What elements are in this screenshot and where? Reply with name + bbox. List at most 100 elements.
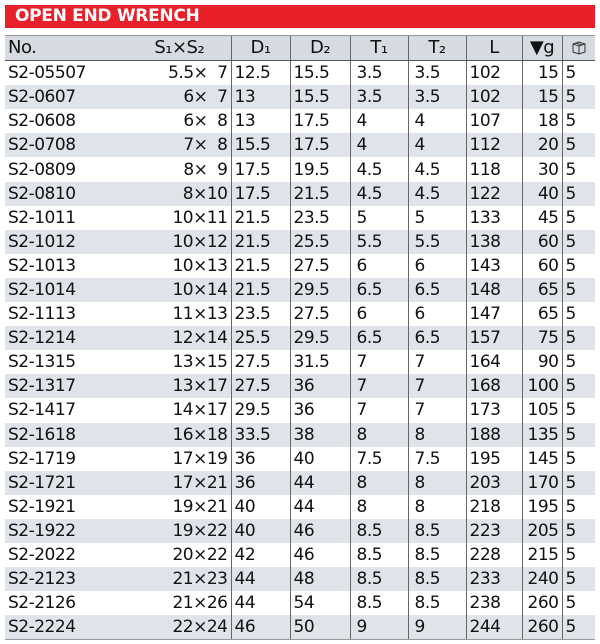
cell-qty: 5 bbox=[561, 253, 595, 278]
cell-no: S2-0708 bbox=[5, 133, 128, 158]
cell-t2: 9 bbox=[407, 615, 466, 641]
table-row: S2-1921 19×21 40 44 8 8 218 195 5 bbox=[5, 494, 595, 519]
cell-t1: 7 bbox=[349, 350, 408, 375]
cell-no: S2-2224 bbox=[5, 615, 128, 641]
cell-size: 22×24 bbox=[128, 615, 231, 641]
cell-no: S2-1417 bbox=[8, 400, 76, 421]
cell-t1: 8.5 bbox=[349, 591, 408, 616]
cell-l: 107 bbox=[465, 109, 522, 134]
cell-size: 8× 9 bbox=[183, 159, 228, 180]
table-row: S2-1618 16×18 33.5 38 8 8 188 135 5 bbox=[5, 422, 595, 447]
cell-no: S2-1922 bbox=[5, 518, 128, 543]
cell-weight: 100 bbox=[521, 374, 562, 399]
cell-qty: 5 bbox=[561, 615, 595, 641]
cell-d2: 25.5 bbox=[289, 229, 350, 254]
cell-qty: 5 bbox=[561, 157, 595, 182]
cell-d2: 15.5 bbox=[289, 85, 350, 110]
cell-t2: 8.5 bbox=[407, 591, 466, 616]
cell-d1: 17.5 bbox=[230, 157, 290, 182]
cell-d1: 12.5 bbox=[230, 60, 290, 86]
cell-l: 118 bbox=[465, 157, 522, 182]
cell-qty: 5 bbox=[561, 567, 595, 592]
table-row: S2-1011 10×11 21.5 23.5 5 5 133 45 5 bbox=[5, 205, 595, 230]
table-row: S2-1317 13×17 27.5 36 7 7 168 100 5 bbox=[5, 374, 595, 399]
cell-qty: 5 bbox=[561, 133, 595, 158]
cell-l: 102 bbox=[465, 60, 522, 86]
cell-size: 8×10 bbox=[128, 181, 231, 206]
cell-size: 5.5× 7 bbox=[168, 63, 228, 84]
cell-t2: 8.5 bbox=[407, 518, 466, 543]
cell-d2: 21.5 bbox=[289, 181, 350, 206]
cell-weight: 18 bbox=[521, 109, 562, 134]
cell-no: S2-0809 bbox=[8, 159, 76, 180]
cell-d2: 31.5 bbox=[289, 350, 350, 375]
cell-d2: 36 bbox=[289, 374, 350, 399]
cell-l: 138 bbox=[465, 229, 522, 254]
cell-t1: 7 bbox=[349, 398, 408, 423]
cell-l: 148 bbox=[465, 277, 522, 303]
cell-t1: 8 bbox=[349, 494, 408, 519]
cell-size: 21×23 bbox=[128, 567, 231, 592]
header-t2: T₂ bbox=[407, 34, 466, 62]
cell-no: S2-1618 bbox=[5, 422, 128, 447]
cell-weight: 65 bbox=[521, 302, 562, 327]
cell-l: 218 bbox=[465, 494, 522, 519]
cell-d1: 15.5 bbox=[230, 133, 290, 158]
cell-size: 10×13 bbox=[172, 255, 228, 276]
cell-t2: 3.5 bbox=[407, 85, 466, 110]
cell-no: S2-1214 bbox=[5, 326, 128, 351]
cell-l: 147 bbox=[465, 302, 522, 327]
cell-no: S2-1317 bbox=[5, 374, 128, 399]
cell-t1: 8 bbox=[349, 422, 408, 447]
cell-qty: 5 bbox=[561, 398, 595, 423]
cell-qty: 5 bbox=[561, 350, 595, 375]
cell-d2: 48 bbox=[289, 567, 350, 592]
cell-no: S2-2022 bbox=[8, 545, 76, 566]
cell-size: 10×11 bbox=[172, 207, 228, 228]
cell-d1: 25.5 bbox=[230, 326, 290, 351]
cell-t2: 8 bbox=[407, 470, 466, 495]
cell-weight: 40 bbox=[521, 181, 562, 206]
cell-t1: 7 bbox=[349, 374, 408, 399]
cell-t1: 8.5 bbox=[349, 542, 408, 568]
cell-t2: 6 bbox=[407, 302, 466, 327]
cell-l: 164 bbox=[465, 350, 522, 375]
cell-no: S2-0810 bbox=[5, 181, 128, 206]
cell-qty: 5 bbox=[561, 446, 595, 471]
cell-t2: 4 bbox=[407, 109, 466, 134]
cell-t1: 5.5 bbox=[349, 229, 408, 254]
cell-d2: 29.5 bbox=[289, 277, 350, 303]
cell-size: 6× 8 bbox=[183, 111, 228, 132]
cell-l: 143 bbox=[465, 253, 522, 278]
header-t1: T₁ bbox=[349, 34, 408, 62]
cell-l: 238 bbox=[465, 591, 522, 616]
cell-l: 228 bbox=[465, 542, 522, 568]
cell-weight: 65 bbox=[521, 277, 562, 303]
spec-table: No. S₁×S₂ D₁ D₂ T₁ T₂ L ▼g S2-05507 5.5× … bbox=[5, 34, 595, 641]
cell-weight: 195 bbox=[521, 494, 562, 519]
cell-qty: 5 bbox=[561, 181, 595, 206]
cell-d1: 36 bbox=[230, 470, 290, 495]
cell-t2: 8.5 bbox=[407, 542, 466, 568]
table-row: S2-2123 21×23 44 48 8.5 8.5 233 240 5 bbox=[5, 567, 595, 592]
cell-d2: 17.5 bbox=[289, 133, 350, 158]
cell-l: 188 bbox=[465, 422, 522, 447]
cell-t1: 6 bbox=[349, 302, 408, 327]
table-row: S2-1417 14×17 29.5 36 7 7 173 105 5 bbox=[5, 398, 595, 423]
cell-d2: 38 bbox=[289, 422, 350, 447]
cell-d2: 46 bbox=[289, 518, 350, 543]
cell-d1: 36 bbox=[230, 446, 290, 471]
table-row: S2-2022 20×22 42 46 8.5 8.5 228 215 5 bbox=[5, 542, 595, 568]
cell-t2: 4 bbox=[407, 133, 466, 158]
cell-size: 12×14 bbox=[128, 326, 231, 351]
cell-size: 7× 8 bbox=[128, 133, 231, 158]
cell-t1: 9 bbox=[349, 615, 408, 641]
cell-d2: 40 bbox=[289, 446, 350, 471]
cell-d2: 15.5 bbox=[289, 60, 350, 86]
cell-no: S2-1315 bbox=[8, 352, 76, 373]
cell-qty: 5 bbox=[561, 229, 595, 254]
header-d2: D₂ bbox=[289, 34, 350, 62]
cell-d1: 44 bbox=[230, 567, 290, 592]
table-row: S2-1721 17×21 36 44 8 8 203 170 5 bbox=[5, 470, 595, 495]
cell-d1: 46 bbox=[230, 615, 290, 641]
